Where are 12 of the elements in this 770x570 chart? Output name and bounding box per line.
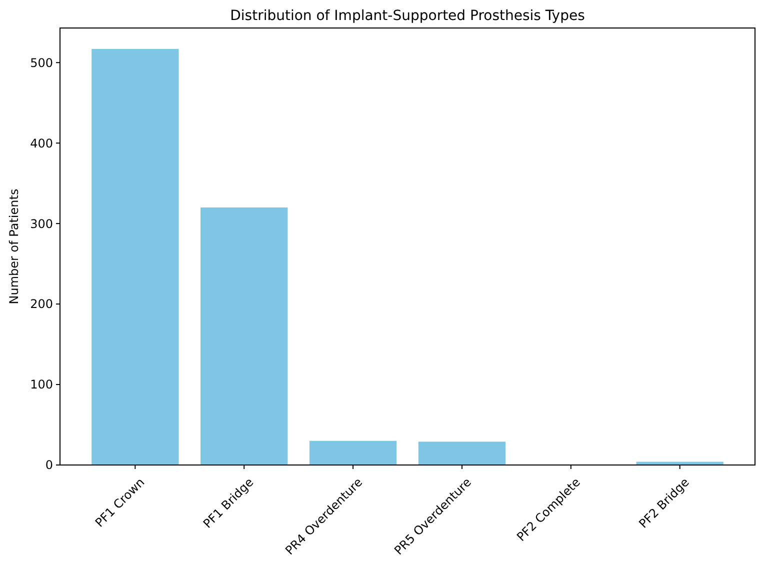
bar	[309, 440, 397, 465]
bar	[92, 48, 179, 465]
y-tick-label: 300	[30, 216, 53, 231]
y-tick-label: 400	[30, 136, 53, 150]
chart-title: Distribution of Implant-Supported Prosthesis Types	[230, 8, 585, 24]
y-tick-label: 100	[30, 378, 53, 392]
bar	[418, 442, 506, 465]
y-tick-label: 200	[30, 297, 53, 312]
y-axis-title: Number of Patients	[7, 188, 21, 304]
y-tick-label: 0	[45, 458, 53, 472]
y-tick-label: 500	[30, 56, 53, 70]
bar	[200, 207, 288, 465]
